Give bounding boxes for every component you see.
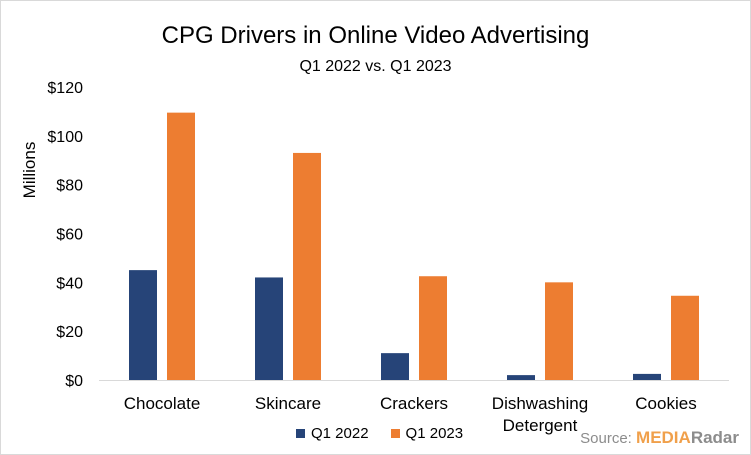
y-tick-label: $120	[47, 80, 83, 97]
bar-q1-2022	[129, 270, 157, 380]
x-tick-label: Detergent	[503, 416, 578, 435]
brand-logo-media: MEDIA	[636, 428, 691, 447]
bar-q1-2023	[167, 112, 195, 380]
bar-q1-2022	[381, 353, 409, 380]
y-tick-label: $80	[56, 178, 83, 195]
legend-item-q1-2023: Q1 2023	[390, 425, 464, 442]
bar-q1-2022	[255, 277, 283, 380]
y-tick-label: $60	[56, 227, 83, 244]
chart-title: CPG Drivers in Online Video Advertising	[161, 22, 590, 49]
legend-label-q1-2022: Q1 2022	[311, 425, 369, 442]
chart-subtitle: Q1 2022 vs. Q1 2023	[299, 58, 452, 75]
y-tick-label: $100	[47, 129, 83, 146]
x-tick-label: Dishwashing	[492, 394, 588, 413]
source-prefix: Source:	[580, 430, 637, 447]
bar-q1-2023	[671, 295, 699, 380]
y-tick-label: $40	[56, 275, 83, 292]
x-tick-label: Chocolate	[124, 394, 201, 413]
y-tick-label: $0	[65, 373, 83, 390]
bar-q1-2023	[293, 152, 321, 380]
legend-item-q1-2022: Q1 2022	[296, 425, 369, 442]
bar-q1-2022	[633, 373, 661, 380]
bar-q1-2023	[419, 276, 447, 380]
x-tick-label: Cookies	[635, 394, 696, 413]
legend-swatch-q1-2022	[296, 429, 305, 438]
legend: Q1 2022 Q1 2023	[296, 425, 485, 442]
source-note: Source: MEDIARadar	[580, 428, 739, 448]
y-tick-label: $20	[56, 324, 83, 341]
bar-q1-2022	[507, 375, 535, 380]
x-tick-label: Skincare	[255, 394, 321, 413]
legend-label-q1-2023: Q1 2023	[405, 425, 464, 442]
legend-swatch-q1-2023	[390, 429, 400, 438]
brand-logo-radar: Radar	[690, 428, 739, 447]
bar-q1-2023	[545, 282, 573, 380]
x-tick-label: Crackers	[380, 394, 448, 413]
